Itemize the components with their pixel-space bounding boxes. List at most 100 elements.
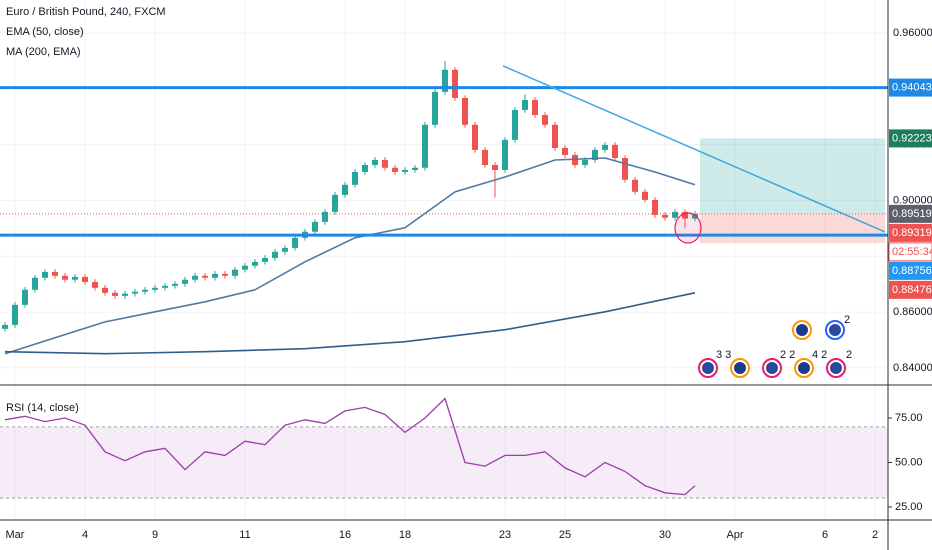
candle-body bbox=[32, 277, 38, 290]
candle-body bbox=[322, 211, 328, 222]
candle-body bbox=[492, 164, 498, 171]
rsi-tick-label: 50.00 bbox=[895, 456, 923, 468]
y-tick-label: 0.90000 bbox=[893, 194, 932, 206]
candle-body bbox=[642, 191, 648, 200]
x-tick-label: 6 bbox=[822, 529, 828, 541]
candle-body bbox=[422, 124, 428, 168]
candle-body bbox=[12, 304, 18, 325]
event-flag bbox=[830, 362, 842, 374]
candle-body bbox=[82, 276, 88, 282]
x-tick-label: 11 bbox=[239, 529, 250, 541]
candle-body bbox=[542, 115, 548, 125]
axes: Mar49111618232530Apr620.960000.940000.92… bbox=[6, 27, 932, 541]
candle-body bbox=[482, 149, 488, 165]
countdown-badge bbox=[888, 242, 932, 262]
candle-body bbox=[452, 69, 458, 98]
candle-body bbox=[272, 251, 278, 258]
rsi-pane bbox=[0, 397, 892, 508]
candle-body bbox=[372, 159, 378, 165]
x-tick-label: 9 bbox=[152, 529, 158, 541]
candle-body bbox=[132, 291, 138, 294]
countdown: 02:55:34 bbox=[892, 246, 932, 258]
candle-body bbox=[672, 211, 678, 218]
candle-body bbox=[522, 99, 528, 110]
rsi-line bbox=[4, 397, 696, 496]
candle-body bbox=[392, 167, 398, 172]
price-badge bbox=[889, 261, 932, 280]
event-flag bbox=[829, 324, 841, 336]
candle-body bbox=[692, 213, 698, 219]
candle-body bbox=[652, 199, 658, 215]
candle-body bbox=[622, 158, 628, 180]
highlight-circle bbox=[674, 212, 702, 244]
legend-entry: MA (200, EMA) bbox=[6, 46, 81, 58]
candle-body bbox=[582, 159, 588, 165]
candle-body bbox=[442, 69, 448, 92]
legend-entry: EMA (50, close) bbox=[6, 26, 84, 38]
candle-body bbox=[552, 124, 558, 148]
candle-body bbox=[532, 99, 538, 116]
x-tick-label: 25 bbox=[559, 529, 571, 541]
candle-body bbox=[42, 271, 48, 278]
candle-body bbox=[262, 257, 268, 262]
x-tick-label: 18 bbox=[399, 529, 411, 541]
candle-body bbox=[432, 91, 438, 125]
candle-body bbox=[292, 237, 298, 248]
candle-body bbox=[402, 170, 408, 172]
event-flag bbox=[766, 362, 778, 374]
candle-body bbox=[682, 211, 688, 219]
price-badge bbox=[889, 280, 932, 299]
price-pane: 3 3 2 2 4 2 2 2 bbox=[0, 60, 888, 378]
candle-body bbox=[72, 276, 78, 280]
candle-body bbox=[22, 289, 28, 305]
candle-body bbox=[472, 124, 478, 150]
candle-body bbox=[662, 214, 668, 218]
candle-body bbox=[242, 265, 248, 270]
candle-body bbox=[92, 281, 98, 288]
y-tick-label: 0.96000 bbox=[893, 27, 932, 39]
price-badge bbox=[889, 129, 932, 148]
price-badge bbox=[889, 78, 932, 97]
candle-body bbox=[252, 261, 258, 266]
candle-body bbox=[412, 167, 418, 171]
price-badge-label: 0.89519 bbox=[892, 208, 932, 220]
candle-body bbox=[362, 164, 368, 172]
event-count: 4 2 bbox=[812, 349, 827, 361]
stop-zone bbox=[700, 212, 885, 243]
y-tick-label: 0.84000 bbox=[893, 362, 932, 374]
x-tick-label: 30 bbox=[659, 529, 671, 541]
candle-body bbox=[462, 97, 468, 125]
trendline bbox=[502, 65, 886, 233]
candle-body bbox=[52, 271, 58, 276]
candle-body bbox=[162, 285, 168, 288]
price-badge-label: 0.88476 bbox=[892, 284, 932, 296]
candle-body bbox=[312, 221, 318, 232]
event-flag bbox=[734, 362, 746, 374]
candle-body bbox=[342, 184, 348, 195]
rsi-band bbox=[0, 426, 888, 499]
candle-body bbox=[2, 324, 8, 329]
indicator-line bbox=[4, 157, 696, 355]
candle-body bbox=[632, 179, 638, 192]
target-zone bbox=[700, 138, 885, 213]
candle-body bbox=[502, 139, 508, 171]
candle-body bbox=[62, 275, 68, 280]
x-tick-label: Mar bbox=[6, 529, 25, 541]
price-badge bbox=[889, 223, 932, 242]
price-badge-label: 0.94043 bbox=[892, 81, 932, 93]
candle-body bbox=[332, 194, 338, 212]
symbol-title: Euro / British Pound, 240, FXCM bbox=[6, 6, 166, 18]
event-count: 2 2 bbox=[780, 349, 795, 361]
y-tick-label: 0.86000 bbox=[893, 306, 932, 318]
candle-body bbox=[382, 159, 388, 168]
x-tick-label: Apr bbox=[726, 529, 743, 541]
rsi-tick-label: 75.00 bbox=[895, 412, 923, 424]
candle-body bbox=[182, 279, 188, 284]
indicator-line bbox=[4, 292, 696, 355]
price-badge-label: 0.92223 bbox=[892, 132, 932, 144]
candle-body bbox=[112, 292, 118, 296]
candle-body bbox=[282, 247, 288, 252]
candle-body bbox=[602, 144, 608, 150]
event-count: 2 bbox=[846, 349, 852, 361]
price-badge-label: 0.88756 bbox=[892, 265, 932, 277]
